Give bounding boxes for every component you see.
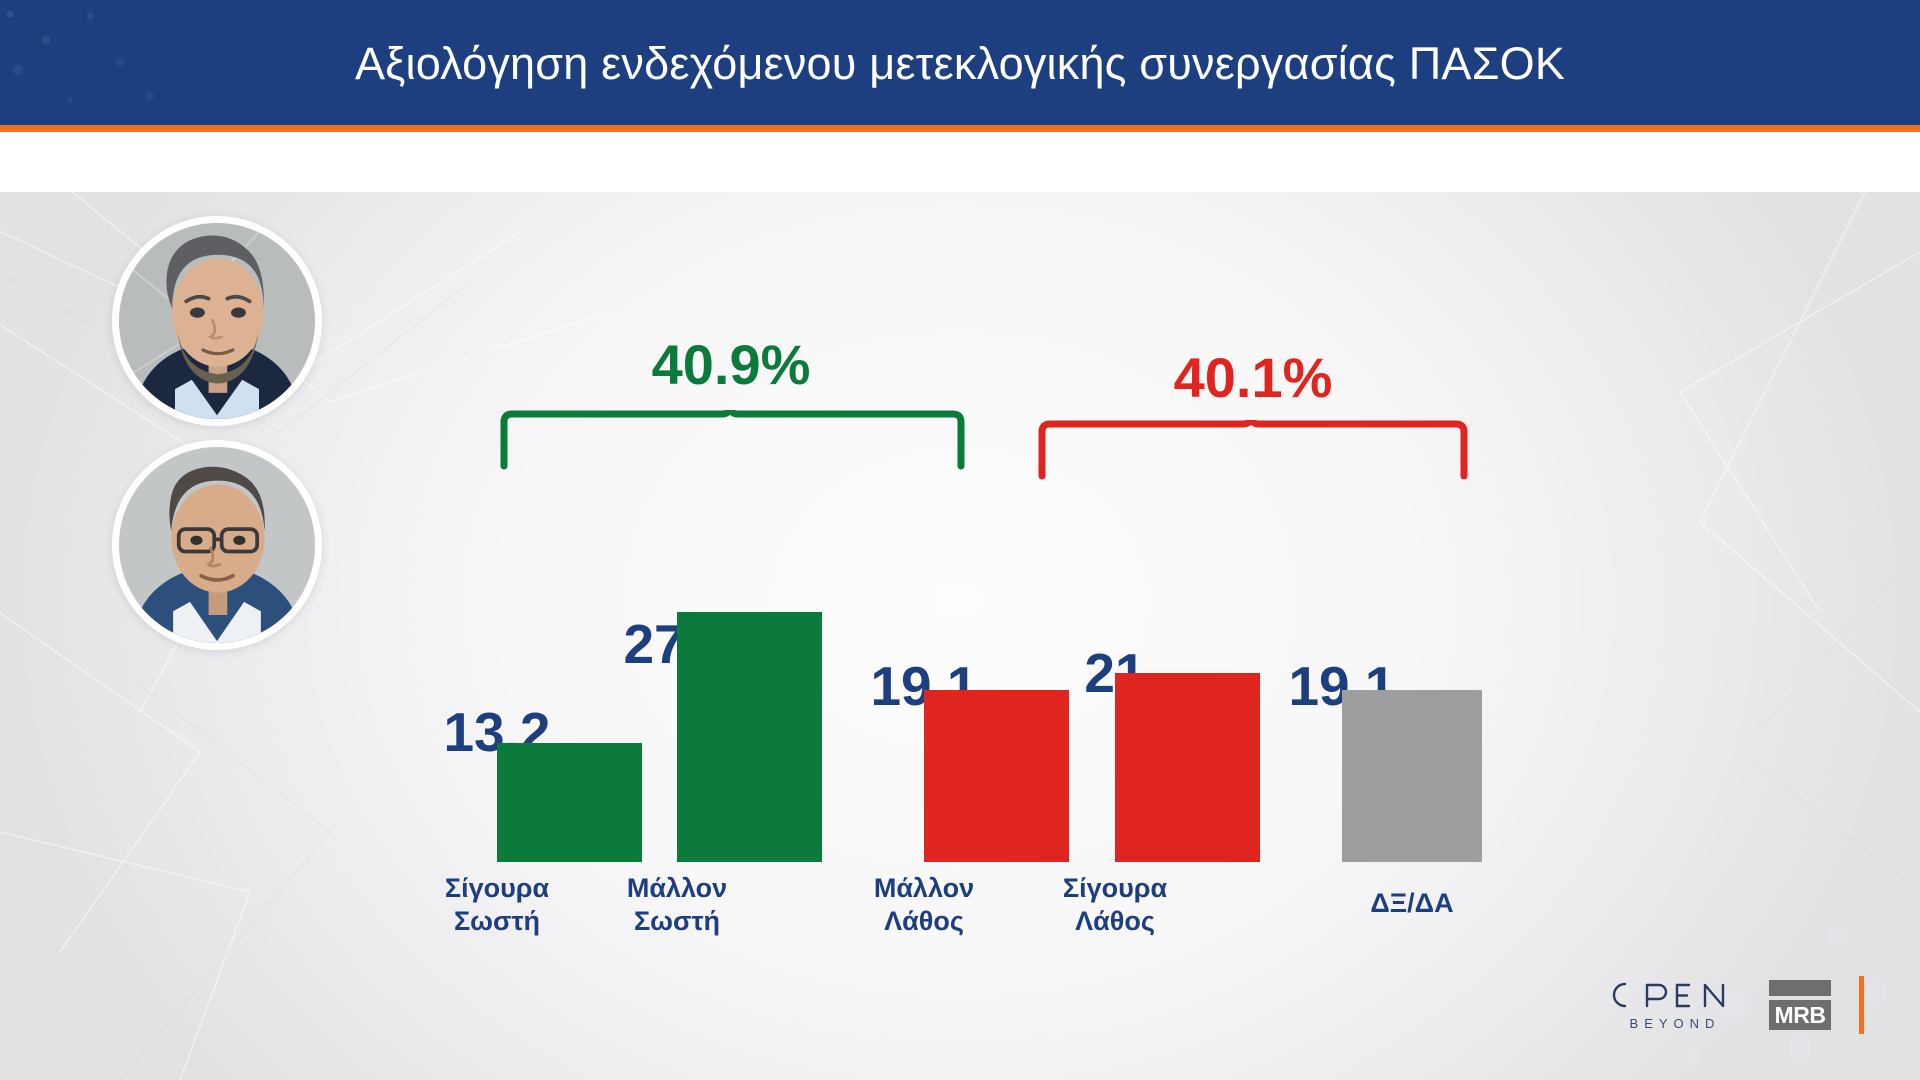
group-total-negative: 40.1% bbox=[1173, 346, 1333, 409]
open-wordmark bbox=[1609, 980, 1741, 1010]
bar-label-3: Σίγουρα Λάθος bbox=[1062, 873, 1168, 936]
bar-label-1: Μάλλον Σωστή bbox=[626, 873, 728, 936]
logo-bar: BEYOND MRB bbox=[1609, 976, 1864, 1034]
bar-label-2: Μάλλον Λάθος bbox=[873, 873, 975, 936]
open-beyond-logo: BEYOND bbox=[1609, 980, 1741, 1031]
orange-accent-mark bbox=[1859, 976, 1864, 1034]
orange-divider bbox=[0, 125, 1920, 132]
bar-2 bbox=[924, 690, 1069, 862]
bar-3 bbox=[1115, 673, 1260, 862]
avatar bbox=[119, 447, 315, 643]
portrait-socrates-famellos bbox=[112, 440, 322, 650]
bar-1 bbox=[677, 612, 822, 862]
avatar bbox=[119, 223, 315, 419]
page-title: Αξιολόγηση ενδεχόμενου μετεκλογικής συνε… bbox=[354, 38, 1566, 89]
portrait-nikos-androulakis bbox=[112, 216, 322, 426]
bar-label-4: ΔΞ/ΔΑ bbox=[1370, 888, 1454, 918]
bracket-negative bbox=[1038, 420, 1468, 480]
group-total-positive: 40.9% bbox=[651, 333, 811, 396]
open-beyond-tagline: BEYOND bbox=[1629, 1015, 1721, 1031]
mrb-logo: MRB bbox=[1769, 980, 1831, 1030]
bracket-positive bbox=[500, 410, 965, 470]
bar-0 bbox=[497, 743, 642, 862]
bar-4 bbox=[1342, 690, 1482, 862]
bar-chart: 40.9% 40.1% 13.2 Σίγουρα Σωστή 27.7 Μάλλ… bbox=[0, 192, 1920, 1080]
bar-label-0: Σίγουρα Σωστή bbox=[444, 873, 550, 936]
chart-canvas: 40.9% 40.1% 13.2 Σίγουρα Σωστή 27.7 Μάλλ… bbox=[0, 192, 1920, 1080]
header-band: Αξιολόγηση ενδεχόμενου μετεκλογικής συνε… bbox=[0, 0, 1920, 125]
mrb-logo-bar bbox=[1769, 980, 1831, 996]
mrb-wordmark: MRB bbox=[1769, 1000, 1831, 1030]
subtitle-band: με κόμματα της Αριστεράς bbox=[0, 132, 1920, 313]
open-icon bbox=[1612, 982, 1725, 1007]
